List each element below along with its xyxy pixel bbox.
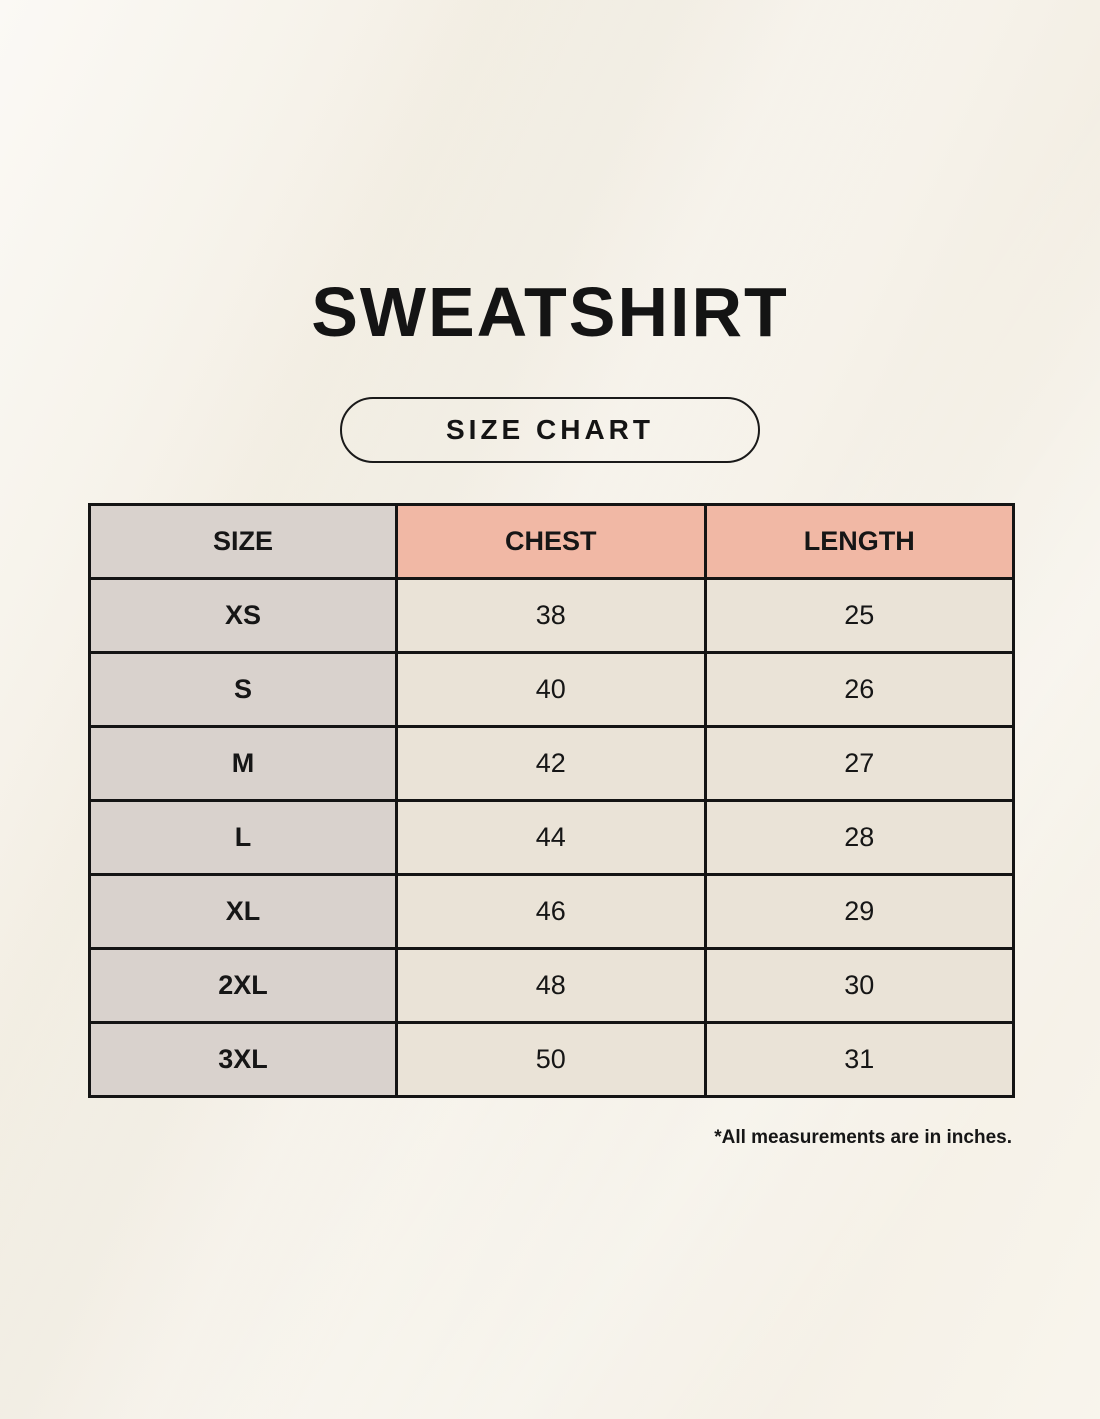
length-value-cell: 27	[703, 725, 1015, 802]
length-value-cell: 25	[703, 577, 1015, 654]
size-chart-badge-label: SIZE CHART	[446, 414, 654, 445]
table-row: 2XL 48 30	[88, 947, 1015, 1024]
size-label-cell: S	[88, 651, 398, 728]
column-header-size: SIZE	[88, 503, 398, 580]
size-label-cell: M	[88, 725, 398, 802]
size-label-cell: XL	[88, 873, 398, 950]
table-row: XL 46 29	[88, 873, 1015, 950]
column-header-length: LENGTH	[703, 503, 1015, 580]
chest-value-cell: 50	[395, 1021, 707, 1098]
table-body: XS 38 25 S 40 26 M 42 27 L 44 28 XL 46 29 2XL 48 30 3XL 50 3…	[88, 577, 1015, 1098]
column-header-chest: CHEST	[395, 503, 707, 580]
size-label-cell: 2XL	[88, 947, 398, 1024]
table-row: M 42 27	[88, 725, 1015, 802]
measurements-footnote: *All measurements are in inches.	[714, 1127, 1012, 1148]
chest-value-cell: 48	[395, 947, 707, 1024]
table-row: XS 38 25	[88, 577, 1015, 654]
table-row: L 44 28	[88, 799, 1015, 876]
length-value-cell: 31	[703, 1021, 1015, 1098]
chest-value-cell: 42	[395, 725, 707, 802]
chest-value-cell: 38	[395, 577, 707, 654]
chest-value-cell: 40	[395, 651, 707, 728]
length-value-cell: 26	[703, 651, 1015, 728]
chest-value-cell: 44	[395, 799, 707, 876]
size-label-cell: XS	[88, 577, 398, 654]
length-value-cell: 28	[703, 799, 1015, 876]
chest-value-cell: 46	[395, 873, 707, 950]
table-row: 3XL 50 31	[88, 1021, 1015, 1098]
size-label-cell: 3XL	[88, 1021, 398, 1098]
length-value-cell: 29	[703, 873, 1015, 950]
page-title: SWEATSHIRT	[311, 273, 789, 351]
size-chart-badge: SIZE CHART	[340, 397, 760, 463]
table-header-row: SIZE CHEST LENGTH	[88, 503, 1015, 580]
length-value-cell: 30	[703, 947, 1015, 1024]
size-chart-table: SIZE CHEST LENGTH XS 38 25 S 40 26 M 42 27 L 44 28 X…	[88, 503, 1015, 1098]
table-row: S 40 26	[88, 651, 1015, 728]
size-label-cell: L	[88, 799, 398, 876]
